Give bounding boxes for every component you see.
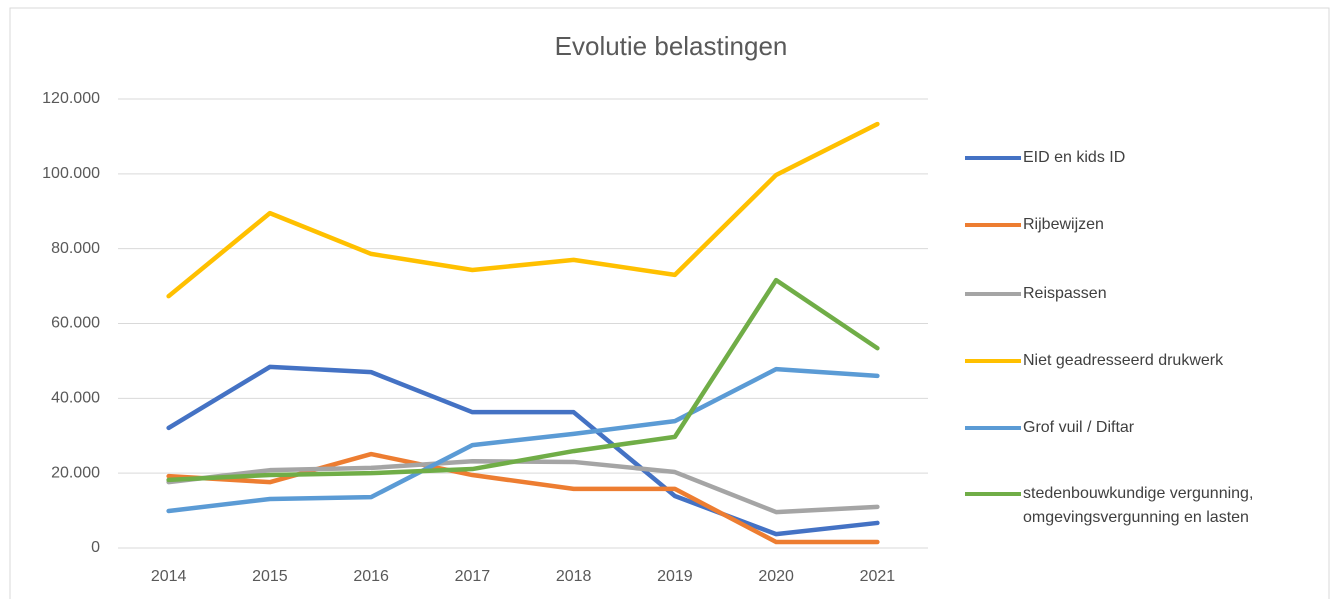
- chart-frame: [9, 7, 1330, 599]
- x-tick-label: 2018: [556, 568, 592, 585]
- y-tick-label: 20.000: [51, 464, 100, 481]
- x-tick-label: 2016: [353, 568, 389, 585]
- series-line: [166, 364, 880, 537]
- series-line: [166, 451, 880, 545]
- x-tick-label: 2020: [758, 568, 794, 585]
- y-tick-label: 80.000: [51, 240, 100, 257]
- series-line: [166, 121, 880, 299]
- y-tick-label: 0: [91, 539, 100, 556]
- series-line: [166, 366, 880, 514]
- y-tick-label: 60.000: [51, 315, 100, 332]
- x-tick-label: 2014: [151, 568, 187, 585]
- chart-title: Evolutie belastingen: [555, 31, 788, 61]
- y-tick-label: 120.000: [42, 90, 100, 107]
- y-tick-label: 100.000: [42, 165, 100, 182]
- x-tick-label: 2015: [252, 568, 288, 585]
- series-line: [166, 277, 880, 483]
- x-tick-label: 2019: [657, 568, 693, 585]
- x-tick-label: 2017: [455, 568, 491, 585]
- y-tick-label: 40.000: [51, 390, 100, 407]
- x-tick-label: 2021: [860, 568, 896, 585]
